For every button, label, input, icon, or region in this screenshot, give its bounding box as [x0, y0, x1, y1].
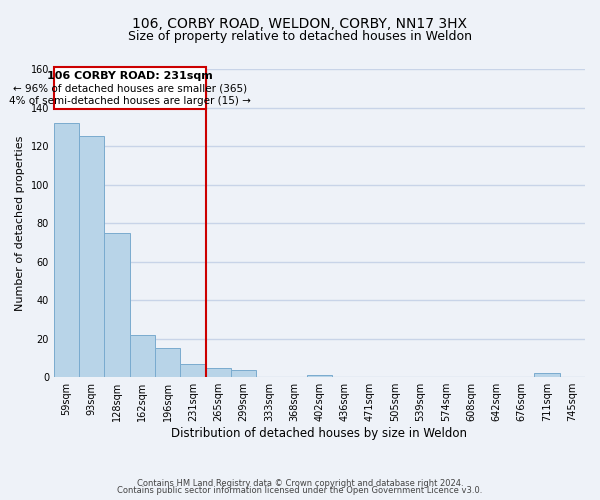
Text: Contains public sector information licensed under the Open Government Licence v3: Contains public sector information licen…: [118, 486, 482, 495]
Bar: [104, 232, 130, 377]
Bar: [181, 364, 206, 377]
X-axis label: Distribution of detached houses by size in Weldon: Distribution of detached houses by size …: [172, 427, 467, 440]
Bar: [79, 136, 104, 377]
Bar: [206, 368, 231, 377]
FancyBboxPatch shape: [54, 67, 206, 110]
Bar: [535, 374, 560, 377]
Bar: [231, 370, 256, 377]
Text: 106 CORBY ROAD: 231sqm: 106 CORBY ROAD: 231sqm: [47, 70, 212, 81]
Y-axis label: Number of detached properties: Number of detached properties: [15, 136, 25, 311]
Text: 4% of semi-detached houses are larger (15) →: 4% of semi-detached houses are larger (1…: [9, 96, 251, 106]
Bar: [54, 123, 79, 377]
Text: Contains HM Land Registry data © Crown copyright and database right 2024.: Contains HM Land Registry data © Crown c…: [137, 478, 463, 488]
Text: 106, CORBY ROAD, WELDON, CORBY, NN17 3HX: 106, CORBY ROAD, WELDON, CORBY, NN17 3HX: [133, 18, 467, 32]
Bar: [307, 376, 332, 377]
Bar: [130, 335, 155, 377]
Text: ← 96% of detached houses are smaller (365): ← 96% of detached houses are smaller (36…: [13, 84, 247, 94]
Text: Size of property relative to detached houses in Weldon: Size of property relative to detached ho…: [128, 30, 472, 43]
Bar: [155, 348, 181, 377]
